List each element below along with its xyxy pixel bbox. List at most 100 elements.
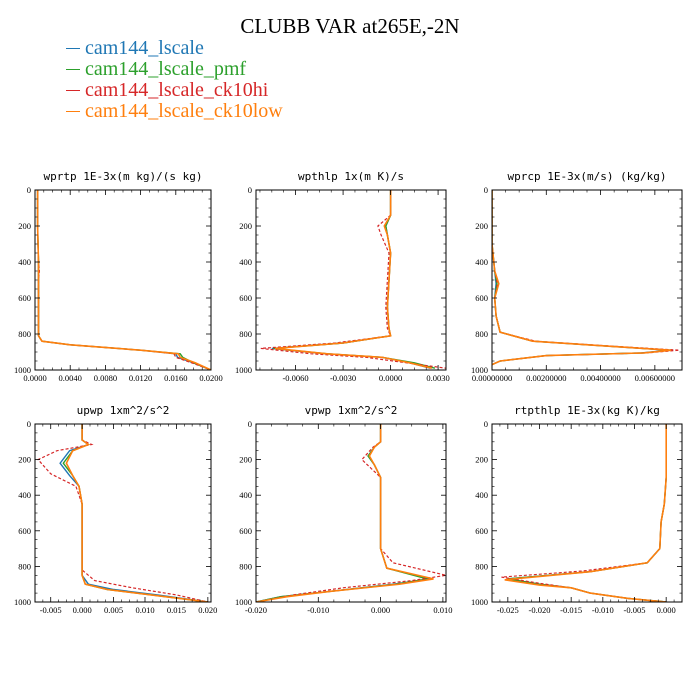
- y-tick-label: 200: [18, 455, 31, 465]
- y-tick-label: 600: [239, 526, 252, 536]
- y-tick-label: 800: [475, 329, 488, 339]
- figure-title: CLUBB VAR at265E,-2N: [240, 14, 460, 38]
- x-tick-label: 0.000: [657, 605, 676, 615]
- y-tick-label: 400: [239, 490, 252, 500]
- series-line-cam144-lscale-pmf: [62, 424, 208, 602]
- y-tick-label: 200: [239, 455, 252, 465]
- legend-label: cam144_lscale_ck10low: [85, 100, 283, 122]
- legend-label: cam144_lscale: [85, 37, 204, 59]
- y-tick-label: 600: [18, 293, 31, 303]
- chart-panel-6: rtpthlp 1E-3x(kg K)/kg02004006008001000-…: [471, 404, 683, 615]
- series-line-cam144-lscale-ck10low: [65, 424, 208, 602]
- series-line-cam144-lscale-pmf: [256, 424, 428, 602]
- x-tick-label: -0.005: [624, 605, 646, 615]
- x-tick-label: -0.0030: [330, 373, 356, 383]
- chart-title: vpwp 1xm^2/s^2: [305, 404, 398, 417]
- legend-swatch: [66, 111, 80, 112]
- series-line-cam144-lscale-ck10low: [274, 190, 432, 369]
- x-tick-label: 0.0160: [164, 373, 187, 383]
- legend-item-cam144-lscale-ck10hi: cam144_lscale_ck10hi: [66, 79, 283, 101]
- legend-label: cam144_lscale_pmf: [85, 58, 247, 80]
- x-tick-label: 0.00400000: [580, 373, 620, 383]
- legend-item-cam144-lscale-ck10low: cam144_lscale_ck10low: [66, 100, 283, 122]
- y-tick-label: 800: [18, 329, 31, 339]
- chart-panel-3: wprcp 1E-3x(m/s) (kg/kg) 0 200 400 600 800 100…: [471, 170, 683, 383]
- y-tick-label: 600: [475, 293, 488, 303]
- y-tick-label: 200: [239, 221, 252, 231]
- y-tick-label: 400: [18, 490, 31, 500]
- series-line-cam144-lscale-ck10low: [504, 424, 668, 602]
- series-line-cam144-lscale: [36, 190, 211, 370]
- series-line-cam144-lscale-ck10hi: [36, 190, 211, 370]
- x-tick-label: 0.020: [198, 605, 217, 615]
- y-tick-label: 600: [239, 293, 252, 303]
- y-tick-label: 400: [239, 257, 252, 267]
- series-line-cam144-lscale-ck10low: [492, 190, 672, 366]
- legend-item-cam144-lscale: cam144_lscale: [66, 37, 283, 59]
- x-tick-label: 0.0000: [23, 373, 46, 383]
- y-tick-label: 1000: [14, 365, 31, 375]
- y-tick-label: 0: [27, 419, 31, 429]
- legend: cam144_lscale cam144_lscale_pmf cam144_l…: [66, 37, 283, 122]
- x-tick-label: -0.015: [560, 605, 582, 615]
- x-tick-label: 0.00000000: [472, 373, 512, 383]
- x-tick-label: 0.00600000: [635, 373, 675, 383]
- x-tick-label: -0.020: [529, 605, 551, 615]
- x-tick-label: 0.0200: [199, 373, 222, 383]
- legend-swatch: [66, 69, 80, 70]
- chart-panel-5: vpwp 1xm^2/s^2 0 200 400 600 800 1000-0.020 -0.…: [235, 404, 452, 615]
- x-tick-label: -0.010: [592, 605, 614, 615]
- x-tick-label: 0.000: [73, 605, 92, 615]
- x-tick-label: 0.0120: [129, 373, 152, 383]
- y-tick-label: 800: [239, 329, 252, 339]
- y-tick-label: 600: [475, 526, 488, 536]
- legend-label: cam144_lscale_ck10hi: [85, 79, 269, 101]
- series-line-cam144-lscale: [256, 424, 431, 602]
- chart-title: upwp 1xm^2/s^2: [77, 404, 170, 417]
- legend-swatch: [66, 48, 80, 49]
- series-line-cam144-lscale-ck10hi: [501, 424, 667, 602]
- chart-title: wpthlp 1x(m K)/s: [298, 170, 404, 183]
- series-line-cam144-lscale-ck10hi: [260, 190, 446, 369]
- x-tick-label: 0.015: [167, 605, 186, 615]
- x-tick-label: 0.010: [135, 605, 154, 615]
- series-line-cam144-lscale-pmf: [492, 190, 672, 366]
- x-tick-label: 0.0040: [59, 373, 82, 383]
- legend-swatch: [66, 90, 80, 91]
- chart-panel-1: wprtp 1E-3x(m kg)/(s kg) 0 200 400 600 800 100…: [14, 170, 223, 383]
- y-tick-label: 0: [27, 185, 31, 195]
- x-tick-label: -0.025: [497, 605, 519, 615]
- y-tick-label: 800: [475, 561, 488, 571]
- y-tick-label: 400: [18, 257, 31, 267]
- y-tick-label: 1000: [14, 597, 31, 607]
- y-tick-label: 800: [18, 561, 31, 571]
- chart-title: wprtp 1E-3x(m kg)/(s kg): [44, 170, 203, 183]
- chart-panel-2: wpthlp 1x(m K)/s 0 200 400 600 800 1000 -0.0060…: [235, 170, 450, 383]
- series-line-cam144-lscale-ck10hi: [37, 424, 209, 602]
- y-tick-label: 1000: [471, 365, 488, 375]
- series-line-cam144-lscale-ck10low: [256, 424, 434, 602]
- x-tick-label: 0.0080: [94, 373, 117, 383]
- y-tick-label: 0: [484, 185, 488, 195]
- x-tick-label: -0.005: [40, 605, 62, 615]
- x-tick-label: 0.00200000: [526, 373, 566, 383]
- y-tick-label: 800: [239, 561, 252, 571]
- x-tick-label: 0.000: [371, 605, 390, 615]
- series-line-cam144-lscale-ck10low: [36, 190, 211, 370]
- y-tick-label: 1000: [235, 597, 252, 607]
- chart-title: rtpthlp 1E-3x(kg K)/kg: [514, 404, 660, 417]
- x-tick-label: 0.010: [433, 605, 452, 615]
- legend-item-cam144-lscale-pmf: cam144_lscale_pmf: [66, 58, 283, 80]
- x-tick-label: 0.0030: [426, 373, 449, 383]
- y-tick-label: 400: [475, 257, 488, 267]
- x-tick-label: -0.020: [245, 605, 267, 615]
- y-tick-label: 0: [248, 419, 252, 429]
- y-tick-label: 200: [475, 455, 488, 465]
- y-tick-label: 1000: [471, 597, 488, 607]
- y-tick-label: 400: [475, 490, 488, 500]
- x-tick-label: -0.0060: [282, 373, 308, 383]
- y-tick-label: 200: [18, 221, 31, 231]
- plot-frame: [255, 189, 447, 371]
- y-tick-label: 600: [18, 526, 31, 536]
